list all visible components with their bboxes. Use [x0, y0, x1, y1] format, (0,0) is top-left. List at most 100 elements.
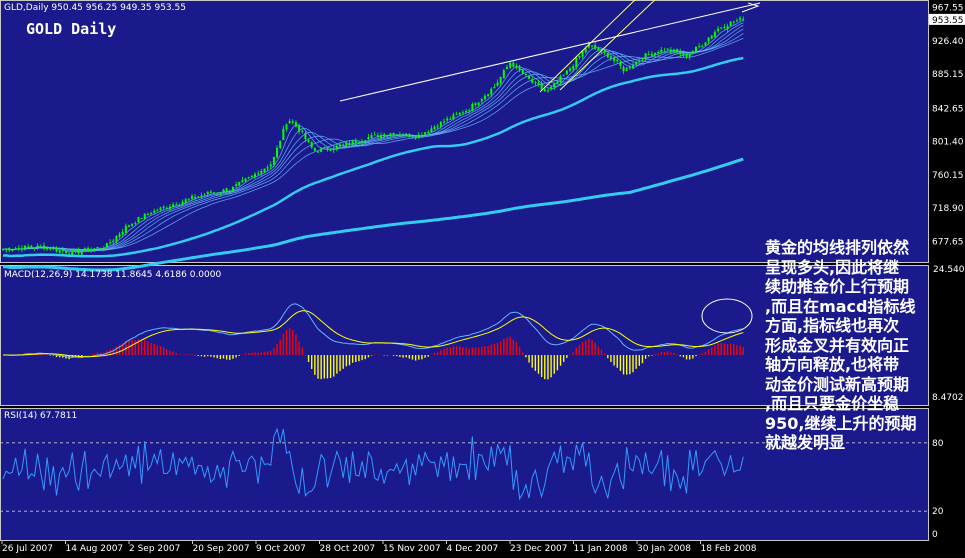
candle-body [115, 236, 118, 242]
candle-body [27, 246, 30, 248]
x-tick-label: 18 Feb 2008 [701, 544, 757, 554]
candle-body [294, 122, 297, 127]
candle-body [550, 86, 553, 90]
candle-body [272, 157, 275, 165]
candle-body [436, 126, 439, 128]
candle-body [187, 198, 190, 200]
candle-body [635, 61, 638, 65]
candle-body [512, 62, 515, 67]
candle-body [647, 53, 650, 55]
candle-body [386, 134, 389, 137]
candle-body [8, 247, 11, 251]
candle-body [493, 86, 496, 89]
resistance-trendline [339, 2, 761, 102]
candle-body [720, 27, 723, 29]
candle-body [313, 148, 316, 151]
candle-body [235, 184, 238, 187]
candle-body [609, 56, 612, 59]
candle-body [326, 147, 329, 150]
candle-body [376, 135, 379, 138]
candle-body [279, 141, 282, 149]
candle-body [30, 245, 33, 248]
candle-body [373, 134, 376, 136]
macd-tick-label: 8.4702 [932, 393, 964, 403]
candle-body [90, 249, 93, 252]
candle-body [644, 53, 647, 59]
candle-body [14, 248, 17, 250]
candle-body [269, 164, 272, 167]
candle-body [143, 213, 146, 220]
candle-body [58, 250, 61, 253]
candle-body [181, 201, 184, 205]
candle-body [742, 18, 745, 20]
rsi-header: RSI(14) 67.7811 [4, 411, 77, 421]
x-tick-label: 2 Sep 2007 [129, 544, 180, 554]
candle-body [304, 132, 307, 140]
candle-body [162, 206, 165, 208]
candle-body [433, 126, 436, 130]
candle-body [398, 134, 401, 136]
macd-cross-highlight [701, 298, 753, 334]
candle-body [581, 51, 584, 57]
candle-body [105, 243, 108, 248]
candle-body [197, 196, 200, 198]
candle-body [411, 136, 414, 138]
candle-body [641, 59, 644, 61]
candle-body [61, 249, 64, 252]
candle-body [329, 150, 332, 152]
candle-body [65, 251, 67, 253]
candle-body [206, 191, 209, 194]
candle-body [219, 192, 222, 194]
candle-body [465, 110, 468, 113]
candle-body [109, 242, 112, 244]
price-tick-label: 842.65 [932, 104, 964, 114]
candle-body [698, 45, 701, 47]
macd-panel-bg [0, 265, 928, 405]
candle-body [695, 46, 697, 52]
candle-body [225, 188, 228, 192]
rsi-layer [0, 427, 928, 512]
candle-body [159, 207, 162, 210]
x-tick-label: 4 Dec 2007 [447, 544, 499, 554]
candle-body [502, 70, 505, 78]
candle-body [11, 249, 14, 252]
candle-body [222, 189, 225, 193]
candle-body [521, 69, 524, 74]
candle-body [572, 66, 575, 70]
x-tick-label: 30 Jan 2008 [637, 544, 691, 554]
candle-body [121, 231, 124, 235]
arrow-marker [741, 2, 760, 13]
candle-body [625, 67, 628, 71]
candle-body [477, 102, 480, 105]
annotation-line: 呈现多头,因此将继 [765, 257, 900, 277]
candle-body [490, 88, 493, 95]
candle-body [20, 248, 23, 250]
candle-body [578, 55, 581, 58]
candle-body [584, 48, 587, 53]
macd-tick-label: 24.5405 [933, 265, 965, 275]
x-tick-label: 11 Jan 2008 [574, 544, 628, 554]
candle-body [254, 173, 256, 177]
candle-body [471, 103, 474, 111]
x-tick-label: 23 Dec 2007 [510, 544, 568, 554]
candle-body [203, 194, 206, 196]
candle-body [496, 82, 499, 87]
candle-body [575, 57, 578, 68]
candle-body [732, 21, 735, 23]
candle-body [367, 137, 370, 140]
candle-body [685, 53, 688, 57]
candle-body [603, 49, 606, 53]
candle-body [543, 89, 546, 92]
rsi-panel-border [0, 408, 929, 541]
price-header: GLD,Daily 950.45 956.25 949.35 953.55 [4, 3, 186, 13]
last-price-label: 953.55 [932, 16, 964, 26]
candle-body [137, 217, 140, 222]
candle-body [461, 112, 464, 114]
rsi-tick-label: 80 [932, 439, 944, 449]
candle-body [654, 52, 657, 55]
annotation-line: ,而且在macd指标线 [765, 296, 916, 316]
candle-body [682, 53, 685, 56]
candle-body [402, 135, 405, 137]
candle-body [704, 42, 707, 46]
candle-body [244, 178, 247, 182]
